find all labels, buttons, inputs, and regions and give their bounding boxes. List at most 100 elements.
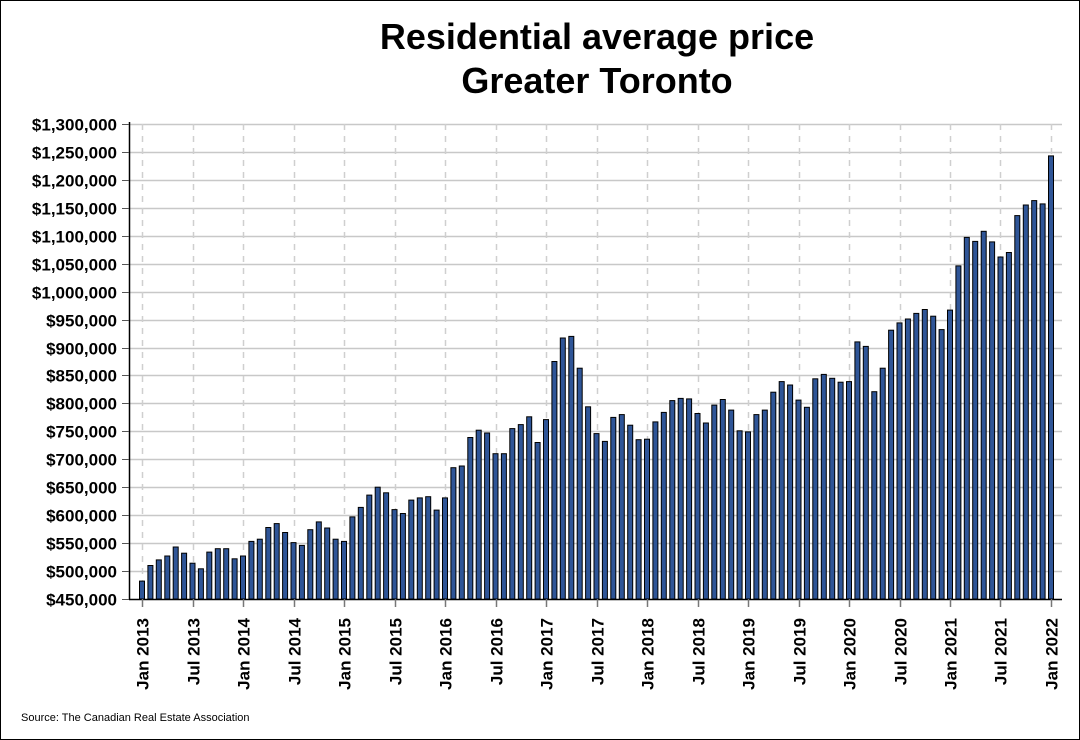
- x-tick-label: Jan 2015: [336, 618, 355, 690]
- bar: [761, 409, 768, 600]
- bar: [904, 318, 911, 600]
- bar: [206, 551, 213, 600]
- x-tick-label: Jul 2019: [791, 618, 810, 685]
- bar: [736, 430, 743, 600]
- y-tick-label: $800,000: [46, 395, 117, 414]
- bar: [408, 499, 415, 600]
- bar: [349, 516, 356, 600]
- bar: [341, 540, 347, 600]
- x-tick-label: Jan 2014: [235, 617, 254, 689]
- axes: [128, 122, 1062, 601]
- bar: [484, 432, 491, 600]
- bar: [273, 523, 280, 600]
- y-tick-label: $1,300,000: [32, 116, 117, 135]
- bar: [888, 329, 895, 600]
- bar: [231, 558, 238, 600]
- bar: [837, 381, 844, 600]
- x-tick-label: Jan 2021: [942, 618, 961, 690]
- bar: [795, 399, 802, 600]
- bar: [694, 413, 701, 600]
- bar: [416, 497, 423, 600]
- bar: [458, 465, 465, 600]
- bar: [265, 527, 272, 600]
- bar: [601, 440, 608, 600]
- bar: [879, 367, 886, 600]
- bar: [181, 552, 188, 600]
- bar: [862, 345, 869, 600]
- bar: [829, 377, 836, 600]
- bar: [442, 497, 448, 600]
- y-tick-label: $1,200,000: [32, 172, 117, 191]
- bar: [669, 400, 676, 600]
- bar: [812, 378, 819, 600]
- bar: [197, 568, 204, 600]
- bar: [172, 546, 179, 600]
- bar: [240, 555, 246, 600]
- bar: [1022, 204, 1029, 600]
- bar: [282, 532, 289, 600]
- x-tick-label: Jul 2013: [185, 618, 204, 685]
- bar: [1048, 155, 1054, 600]
- bar: [618, 414, 625, 600]
- bar: [214, 548, 221, 600]
- bar: [947, 309, 953, 600]
- x-tick-label: Jul 2017: [589, 618, 608, 685]
- bar: [652, 421, 659, 600]
- source-note: Source: The Canadian Real Estate Associa…: [21, 712, 250, 724]
- bar: [677, 397, 684, 600]
- bar: [374, 486, 381, 600]
- bar: [332, 538, 339, 600]
- y-tick-label: $900,000: [46, 340, 117, 359]
- bar: [778, 381, 785, 600]
- y-tick-label: $650,000: [46, 479, 117, 498]
- y-tick-label: $550,000: [46, 535, 117, 554]
- bar: [509, 428, 516, 600]
- bar: [189, 562, 196, 600]
- bar: [366, 494, 373, 600]
- bar: [223, 548, 230, 600]
- bar: [139, 580, 145, 600]
- y-tick-label: $750,000: [46, 423, 117, 442]
- bar: [164, 555, 171, 600]
- bar: [256, 538, 263, 600]
- bar: [770, 391, 777, 600]
- bar: [248, 540, 255, 600]
- y-tick-label: $500,000: [46, 563, 117, 582]
- y-tick-label: $1,100,000: [32, 228, 117, 247]
- bar: [921, 309, 928, 600]
- x-axis-ticks: Jan 2013 Jul 2013 Jan 2014 Jul 2014 Jan 2015…: [134, 599, 1062, 690]
- bar: [517, 424, 524, 600]
- bar: [391, 509, 398, 600]
- bar: [702, 422, 709, 600]
- x-tick-label: Jul 2015: [387, 618, 406, 685]
- bar: [719, 399, 726, 600]
- bar: [315, 521, 322, 600]
- bar: [324, 527, 331, 600]
- y-tick-label: $450,000: [46, 591, 117, 610]
- bar: [972, 240, 979, 600]
- bar: [820, 373, 827, 600]
- y-tick-label: $1,000,000: [32, 284, 117, 303]
- x-tick-label: Jan 2016: [437, 618, 456, 690]
- x-tick-label: Jan 2020: [841, 618, 860, 690]
- y-tick-label: $1,250,000: [32, 144, 117, 163]
- bar: [147, 565, 154, 600]
- bar: [475, 429, 482, 600]
- x-tick-label: Jul 2014: [286, 617, 305, 685]
- bar: [787, 384, 794, 600]
- x-tick-label: Jan 2018: [639, 618, 658, 690]
- bar: [728, 409, 735, 600]
- bar: [627, 424, 634, 600]
- y-tick-label: $700,000: [46, 451, 117, 470]
- bar: [963, 236, 970, 600]
- bar: [930, 315, 937, 600]
- y-tick-label: $950,000: [46, 312, 117, 331]
- bar: [155, 559, 162, 600]
- bar: [854, 341, 861, 600]
- bar: [500, 453, 507, 600]
- bar: [635, 439, 642, 600]
- bar: [399, 513, 406, 600]
- x-tick-label: Jul 2016: [488, 618, 507, 685]
- bar: [585, 406, 592, 600]
